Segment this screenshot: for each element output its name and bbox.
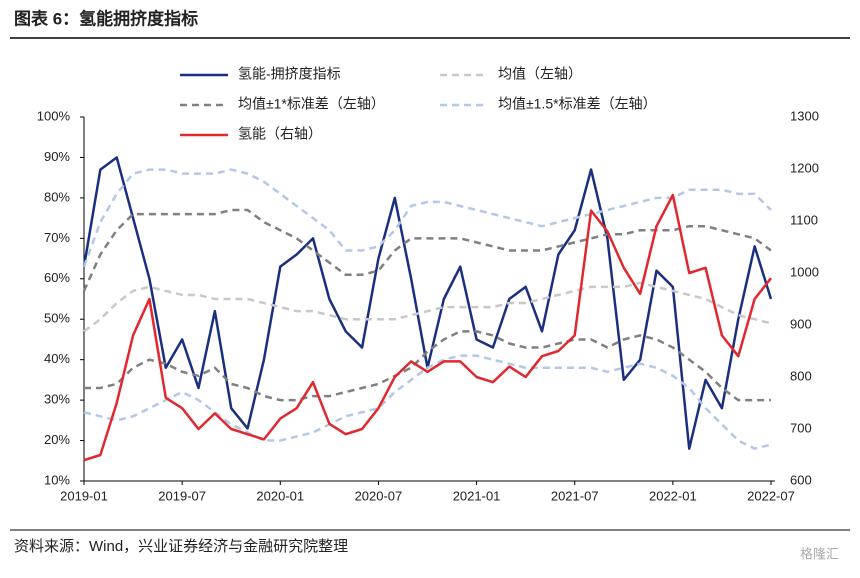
series-line	[83, 354, 772, 450]
x-tick-label: 2019-07	[158, 488, 206, 503]
legend-label: 氢能-拥挤度指标	[238, 66, 341, 82]
x-tick-label: 2021-01	[453, 488, 501, 503]
y-tick-label: 30%	[44, 392, 70, 407]
legend-label: 氢能（右轴）	[238, 126, 322, 142]
x-tick-label: 2019-01	[60, 488, 108, 503]
y-tick-label: 60%	[44, 270, 70, 285]
series-line	[84, 330, 771, 402]
y-tick-label: 100%	[37, 108, 71, 123]
y-tick-label: 90%	[44, 149, 70, 164]
legend-label: 均值（左轴）	[498, 66, 582, 82]
y2-tick-label: 1300	[790, 108, 819, 123]
y-tick-label: 80%	[44, 189, 70, 204]
y2-tick-label: 800	[790, 368, 812, 383]
series-line	[82, 168, 772, 268]
series-line	[83, 193, 772, 462]
y-tick-label: 40%	[44, 351, 70, 366]
y-tick-label: 20%	[44, 432, 70, 447]
x-tick-label: 2022-07	[747, 488, 795, 503]
legend-label: 均值±1.5*标准差（左轴）	[498, 96, 657, 112]
y2-tick-label: 900	[790, 316, 812, 331]
y-tick-label: 50%	[44, 311, 70, 326]
series-line	[83, 281, 772, 333]
series-line	[82, 208, 772, 292]
y-tick-label: 70%	[44, 230, 70, 245]
y2-tick-label: 700	[790, 420, 812, 435]
y2-tick-label: 1100	[790, 212, 818, 227]
y2-tick-label: 1000	[790, 264, 819, 279]
x-tick-label: 2022-01	[649, 488, 697, 503]
y-tick-label: 10%	[44, 472, 70, 487]
legend-label: 均值±1*标准差（左轴）	[238, 96, 385, 112]
y2-tick-label: 600	[790, 472, 812, 487]
watermark: 格隆汇	[800, 546, 839, 561]
y2-tick-label: 1200	[790, 160, 819, 175]
source: 资料来源：Wind，兴业证券经济与金融研究院整理	[14, 537, 348, 555]
x-tick-label: 2021-07	[551, 488, 599, 503]
x-tick-label: 2020-07	[355, 488, 403, 503]
chart-title: 图表 6：氢能拥挤度指标	[14, 8, 198, 28]
x-tick-label: 2020-01	[256, 488, 304, 503]
